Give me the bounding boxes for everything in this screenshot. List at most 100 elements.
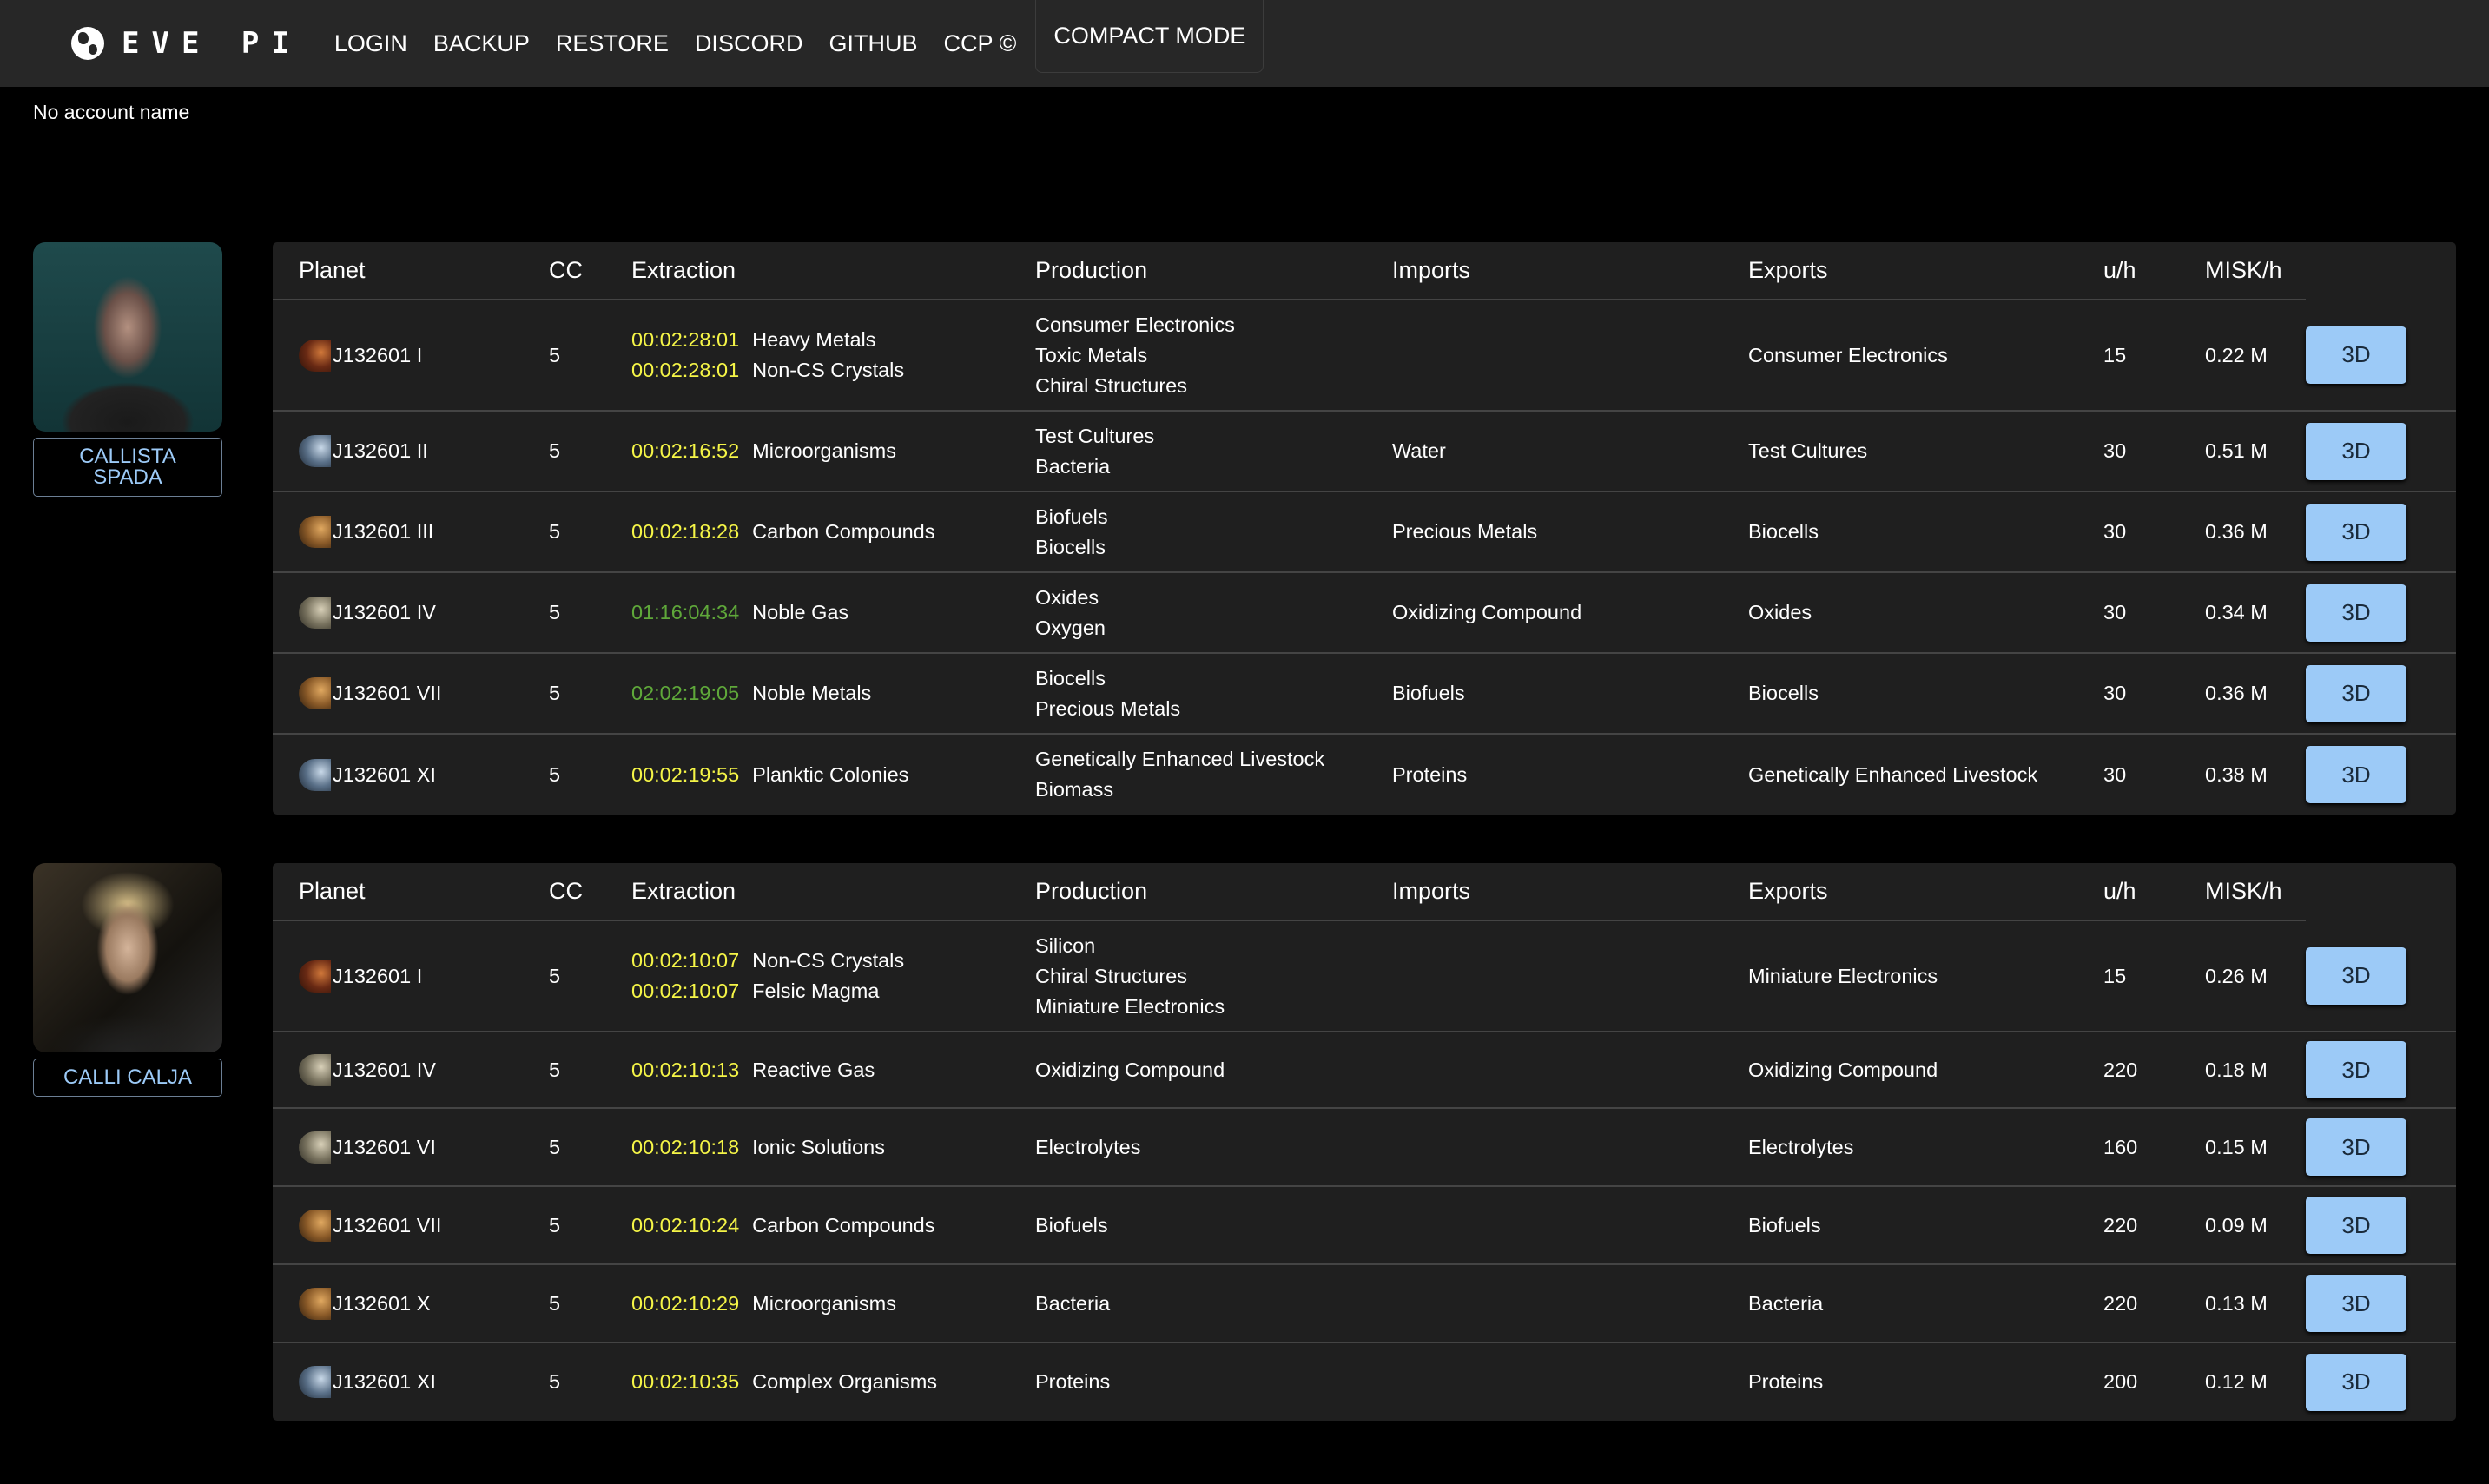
character-section: CALLISTA SPADA Planet CC Extraction Product… xyxy=(0,242,2489,863)
column-header: Exports xyxy=(1748,863,2103,921)
table-row: J132601 II 5 00:02:16:52 Microorganisms Tes… xyxy=(273,411,2456,492)
view-3d-button[interactable]: 3D xyxy=(2306,664,2406,722)
nav-ccp[interactable]: CCP © xyxy=(943,30,1017,56)
extraction-resource: Non-CS Crystals xyxy=(752,359,905,381)
planet-table: Planet CC Extraction Production Imports Expor… xyxy=(273,863,2456,1421)
units-per-hour: 200 xyxy=(2103,1370,2138,1393)
extraction-timer: 00:02:16:52 xyxy=(631,439,740,462)
planet-name: J132601 XI xyxy=(333,1370,436,1393)
nav-restore[interactable]: RESTORE xyxy=(555,30,669,56)
misk-per-hour: 0.51 M xyxy=(2205,411,2306,492)
extraction-timer: 00:02:28:01 xyxy=(631,328,740,351)
planet-name: J132601 I xyxy=(333,964,423,987)
extraction-resource: Complex Organisms xyxy=(752,1370,938,1393)
extraction-resource: Ionic Solutions xyxy=(752,1135,885,1158)
planet-name: J132601 IV xyxy=(333,601,436,623)
extraction-item: 00:02:10:07 Felsic Magma xyxy=(631,976,1035,1006)
export-item: Electrolytes xyxy=(1748,1135,1854,1158)
planet-name: J132601 IV xyxy=(333,1058,436,1081)
logo[interactable]: EVE PI xyxy=(71,26,301,61)
table-row: J132601 I 5 00:02:10:07 Non-CS Crystals 00:… xyxy=(273,920,2456,1032)
nav-github[interactable]: GITHUB xyxy=(829,30,918,56)
column-header: Production xyxy=(1035,242,1392,300)
extraction-item: 01:16:04:34 Noble Gas xyxy=(631,597,1035,628)
extraction-resource: Non-CS Crystals xyxy=(752,949,905,972)
production-item: Toxic Metals xyxy=(1035,343,1148,366)
view-3d-button[interactable]: 3D xyxy=(2306,503,2406,561)
view-3d-button[interactable]: 3D xyxy=(2306,326,2406,384)
view-3d-button[interactable]: 3D xyxy=(2306,1275,2406,1332)
view-3d-button[interactable]: 3D xyxy=(2306,946,2406,1005)
extraction-timer: 00:02:10:07 xyxy=(631,979,740,1002)
export-item: Miniature Electronics xyxy=(1748,964,1938,987)
extraction-timer: 02:02:19:05 xyxy=(631,682,740,704)
view-3d-button[interactable]: 3D xyxy=(2306,584,2406,642)
table-row: J132601 III 5 00:02:18:28 Carbon Compounds… xyxy=(273,491,2456,573)
cc-level: 5 xyxy=(549,300,631,412)
view-3d-button[interactable]: 3D xyxy=(2306,1041,2406,1098)
units-per-hour: 30 xyxy=(2103,653,2205,735)
units-per-hour: 30 xyxy=(2103,572,2205,654)
column-header: Imports xyxy=(1392,242,1748,300)
misk-per-hour: 0.15 M xyxy=(2205,1108,2306,1187)
character-name-button[interactable]: CALLI CALJA xyxy=(33,1059,222,1097)
table-row: J132601 IV 5 00:02:10:13 Reactive Gas Oxidi… xyxy=(273,1032,2456,1109)
table-row: J132601 VI 5 00:02:10:18 Ionic Solutions El… xyxy=(273,1108,2456,1187)
units-per-hour: 15 xyxy=(2103,920,2205,1032)
import-item: Proteins xyxy=(1392,762,1468,786)
planet-name: J132601 X xyxy=(333,1291,431,1315)
planet-name: J132601 I xyxy=(333,343,423,366)
table-row: J132601 VII 5 02:02:19:05 Noble Metals Bioc… xyxy=(273,653,2456,735)
nav-login[interactable]: LOGIN xyxy=(333,30,407,56)
import-item: Precious Metals xyxy=(1392,520,1538,543)
production-item: Chiral Structures xyxy=(1035,373,1187,397)
column-header: MISK/h xyxy=(2205,863,2306,921)
misk-per-hour: 0.13 M xyxy=(2205,1264,2306,1343)
misk-per-hour: 0.36 M xyxy=(2205,491,2306,573)
production-item: Test Cultures xyxy=(1035,424,1155,447)
cc-level: 5 xyxy=(549,1370,561,1393)
planet-icon xyxy=(299,1209,331,1242)
import-item: Biofuels xyxy=(1392,682,1465,704)
character-portrait xyxy=(33,242,222,432)
view-3d-button[interactable]: 3D xyxy=(2306,1118,2406,1176)
extraction-timer: 00:02:18:28 xyxy=(631,520,740,543)
cc-level: 5 xyxy=(549,653,631,735)
globe-icon xyxy=(71,27,104,60)
column-header: Extraction xyxy=(631,863,1035,921)
column-header: Extraction xyxy=(631,242,1035,300)
units-per-hour: 220 xyxy=(2103,1032,2205,1109)
production-item: Electrolytes xyxy=(1035,1135,1141,1158)
units-per-hour: 15 xyxy=(2103,300,2205,412)
extraction-item: 00:02:10:18 Ionic Solutions xyxy=(631,1132,1035,1163)
export-item: Test Cultures xyxy=(1748,439,1868,462)
view-3d-button[interactable]: 3D xyxy=(2306,1353,2406,1411)
character-name-button[interactable]: CALLISTA SPADA xyxy=(33,438,222,497)
column-header: Planet xyxy=(273,863,549,921)
nav-backup[interactable]: BACKUP xyxy=(432,30,530,56)
column-header: Imports xyxy=(1392,863,1748,921)
view-3d-button[interactable]: 3D xyxy=(2306,746,2406,803)
table-row: J132601 IV 5 01:16:04:34 Noble Gas Oxides Ox… xyxy=(273,572,2456,654)
view-3d-button[interactable]: 3D xyxy=(2306,422,2406,480)
cc-level: 5 xyxy=(549,491,631,573)
view-3d-button[interactable]: 3D xyxy=(2306,1197,2406,1254)
table-row: J132601 VII 5 00:02:10:24 Carbon Compounds… xyxy=(273,1186,2456,1265)
planet-icon xyxy=(299,960,331,993)
production-item: Precious Metals xyxy=(1035,696,1181,720)
production-item: Oxidizing Compound xyxy=(1035,1058,1225,1081)
compact-mode-button[interactable]: COMPACT MODE xyxy=(1035,0,1264,73)
nav-discord[interactable]: DISCORD xyxy=(694,30,803,56)
planet-table: Planet CC Extraction Production Imports Expor… xyxy=(273,242,2456,815)
production-item: Genetically Enhanced Livestock xyxy=(1035,748,1325,770)
export-item: Biocells xyxy=(1748,520,1819,543)
planet-name: J132601 III xyxy=(333,520,434,543)
table-row: J132601 XI 5 00:02:19:55 Planktic Colonies… xyxy=(273,734,2456,815)
planet-icon xyxy=(299,1287,331,1320)
account-name: No account name xyxy=(33,101,190,123)
top-navbar: EVE PI LOGIN BACKUP RESTORE DISCORD GITH… xyxy=(0,0,2489,87)
extraction-resource: Carbon Compounds xyxy=(752,520,935,543)
extraction-item: 00:02:10:35 Complex Organisms xyxy=(631,1367,1035,1397)
column-header: Planet xyxy=(273,242,549,300)
planet-name: J132601 VII xyxy=(333,682,442,704)
